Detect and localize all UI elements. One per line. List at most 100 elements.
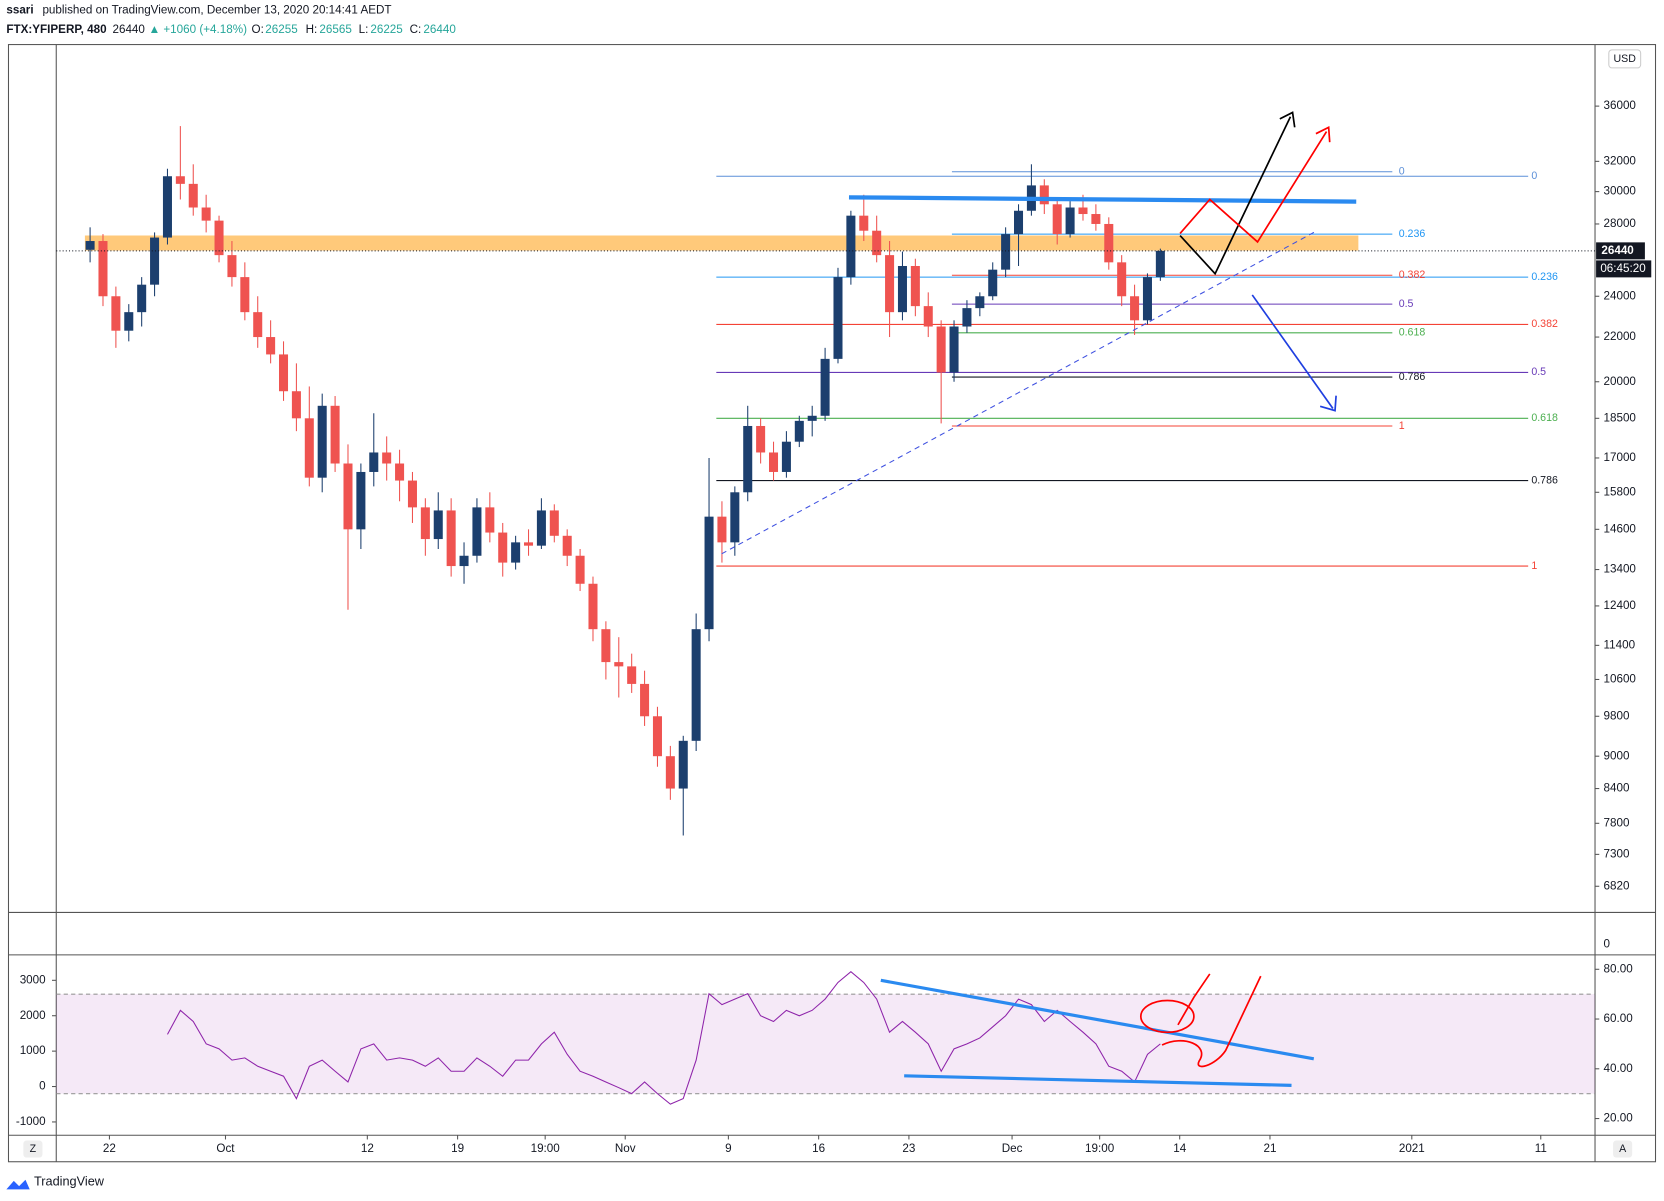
left-tick-label: 0 [39, 1080, 46, 1093]
change: ▲ +1060 (+4.18%) [149, 23, 248, 36]
z-label: Z [30, 1143, 37, 1155]
candle-body [382, 452, 392, 464]
candle-body [511, 542, 521, 563]
candle-body [678, 740, 688, 789]
candle-body [794, 420, 804, 442]
main-pane: 36000 32000 30000 28000 24000 22000 20000 18500… [56, 99, 1652, 950]
candle-body [975, 296, 985, 309]
candle-body [1065, 207, 1075, 235]
frame [7, 44, 1657, 1163]
candle-body [150, 237, 160, 285]
o-value: 26255 [265, 23, 297, 36]
x-tick-label: 9 [725, 1142, 731, 1155]
candle-body [1142, 277, 1152, 321]
separator-tick-label: 0 [1604, 937, 1611, 950]
fib-label: 0.382 [1399, 269, 1426, 281]
candle-body [962, 308, 972, 327]
candle-body [1052, 204, 1062, 235]
candle-body [588, 583, 598, 630]
y-tick-label: 8400 [1604, 782, 1630, 795]
candle-body [124, 312, 134, 331]
candle-body [343, 463, 353, 530]
brand: TradingView [34, 1173, 105, 1188]
x-tick-label: 19:00 [1085, 1142, 1115, 1155]
candle-body [369, 452, 379, 472]
drawings [721, 111, 1357, 555]
y-tick-label: 7300 [1604, 847, 1630, 860]
candle-body [665, 756, 675, 789]
x-tick-label: 19 [451, 1142, 464, 1155]
rsi-tick-label: 60.00 [1604, 1012, 1634, 1025]
fib-label: 0.382 [1531, 318, 1558, 330]
time-axis: 22 Oct 12 19 19:00 Nov 9 16 23 Dec 19:00 14 21 2021 11 [103, 1135, 1547, 1155]
candle-body [395, 463, 405, 481]
candle-body [936, 326, 946, 373]
candle-body [885, 255, 895, 313]
fib-label: 0 [1399, 166, 1405, 178]
currency-box[interactable] [1608, 49, 1642, 69]
candle-body [691, 629, 701, 741]
left-tick-label: -1000 [16, 1115, 46, 1128]
candle-body [98, 241, 108, 297]
candle-body [1117, 262, 1127, 297]
black-arrow [1179, 116, 1292, 276]
candle-body [472, 507, 482, 556]
candle-body [1104, 223, 1114, 263]
rsi-tick-label: 20.00 [1604, 1112, 1634, 1125]
candle-body [988, 269, 998, 297]
candle-body [1014, 210, 1024, 235]
fib-label: 0.618 [1531, 412, 1558, 424]
candle-body [459, 555, 469, 567]
y-tick-label: 22000 [1604, 330, 1637, 343]
candle-body [304, 418, 314, 478]
candle-body [601, 629, 611, 663]
candle-body [846, 215, 856, 278]
candle-body [279, 354, 289, 392]
arrow-head [1279, 111, 1296, 128]
candle-body [743, 425, 753, 493]
candle-body [446, 510, 456, 567]
currency: USD [1614, 53, 1637, 65]
o-label: O: [252, 23, 264, 36]
y-tick-label: 17000 [1604, 451, 1637, 464]
candle-body [652, 716, 662, 757]
y-tick-label: 9000 [1604, 749, 1630, 762]
y-tick-label: 12400 [1604, 599, 1637, 612]
candle-body [897, 265, 907, 313]
candle-body [485, 507, 495, 533]
candle-body [704, 516, 714, 630]
y-tick-label: 28000 [1604, 217, 1637, 230]
rsi-tick-label: 80.00 [1604, 962, 1634, 975]
candle-body [575, 555, 585, 584]
y-tick-label: 36000 [1604, 99, 1637, 112]
candle-body [910, 265, 920, 307]
candle-body [1039, 185, 1049, 205]
fib-label: 0.236 [1531, 271, 1558, 283]
candle-body [407, 480, 417, 508]
y-tick-label: 14600 [1604, 522, 1637, 535]
x-tick-label: 22 [103, 1142, 116, 1155]
candle-body [640, 683, 650, 717]
x-tick-label: 21 [1263, 1142, 1276, 1155]
fib-label: 0 [1531, 170, 1537, 182]
candle-body [253, 312, 263, 338]
rsi-tick-label: 40.00 [1604, 1062, 1634, 1075]
candle-body [614, 662, 624, 667]
z-button[interactable] [23, 1140, 43, 1158]
y-tick-label: 18500 [1604, 411, 1637, 424]
tv-logo [6, 1179, 30, 1190]
x-tick-label: 14 [1173, 1142, 1186, 1155]
candle-body [433, 510, 443, 540]
candle-body [872, 230, 882, 256]
y-tick-label: 24000 [1604, 289, 1637, 302]
x-tick-label: 23 [902, 1142, 915, 1155]
candle-body [833, 277, 843, 359]
x-tick-label: Nov [615, 1142, 636, 1155]
a-button[interactable] [1613, 1140, 1633, 1158]
left-tick-label: 3000 [20, 973, 46, 986]
rsi-drawings [880, 973, 1315, 1087]
y-tick-label: 9800 [1604, 709, 1630, 722]
candle-body [201, 207, 211, 221]
check-mark [1177, 973, 1211, 1026]
fib-label: 0.5 [1399, 298, 1414, 310]
